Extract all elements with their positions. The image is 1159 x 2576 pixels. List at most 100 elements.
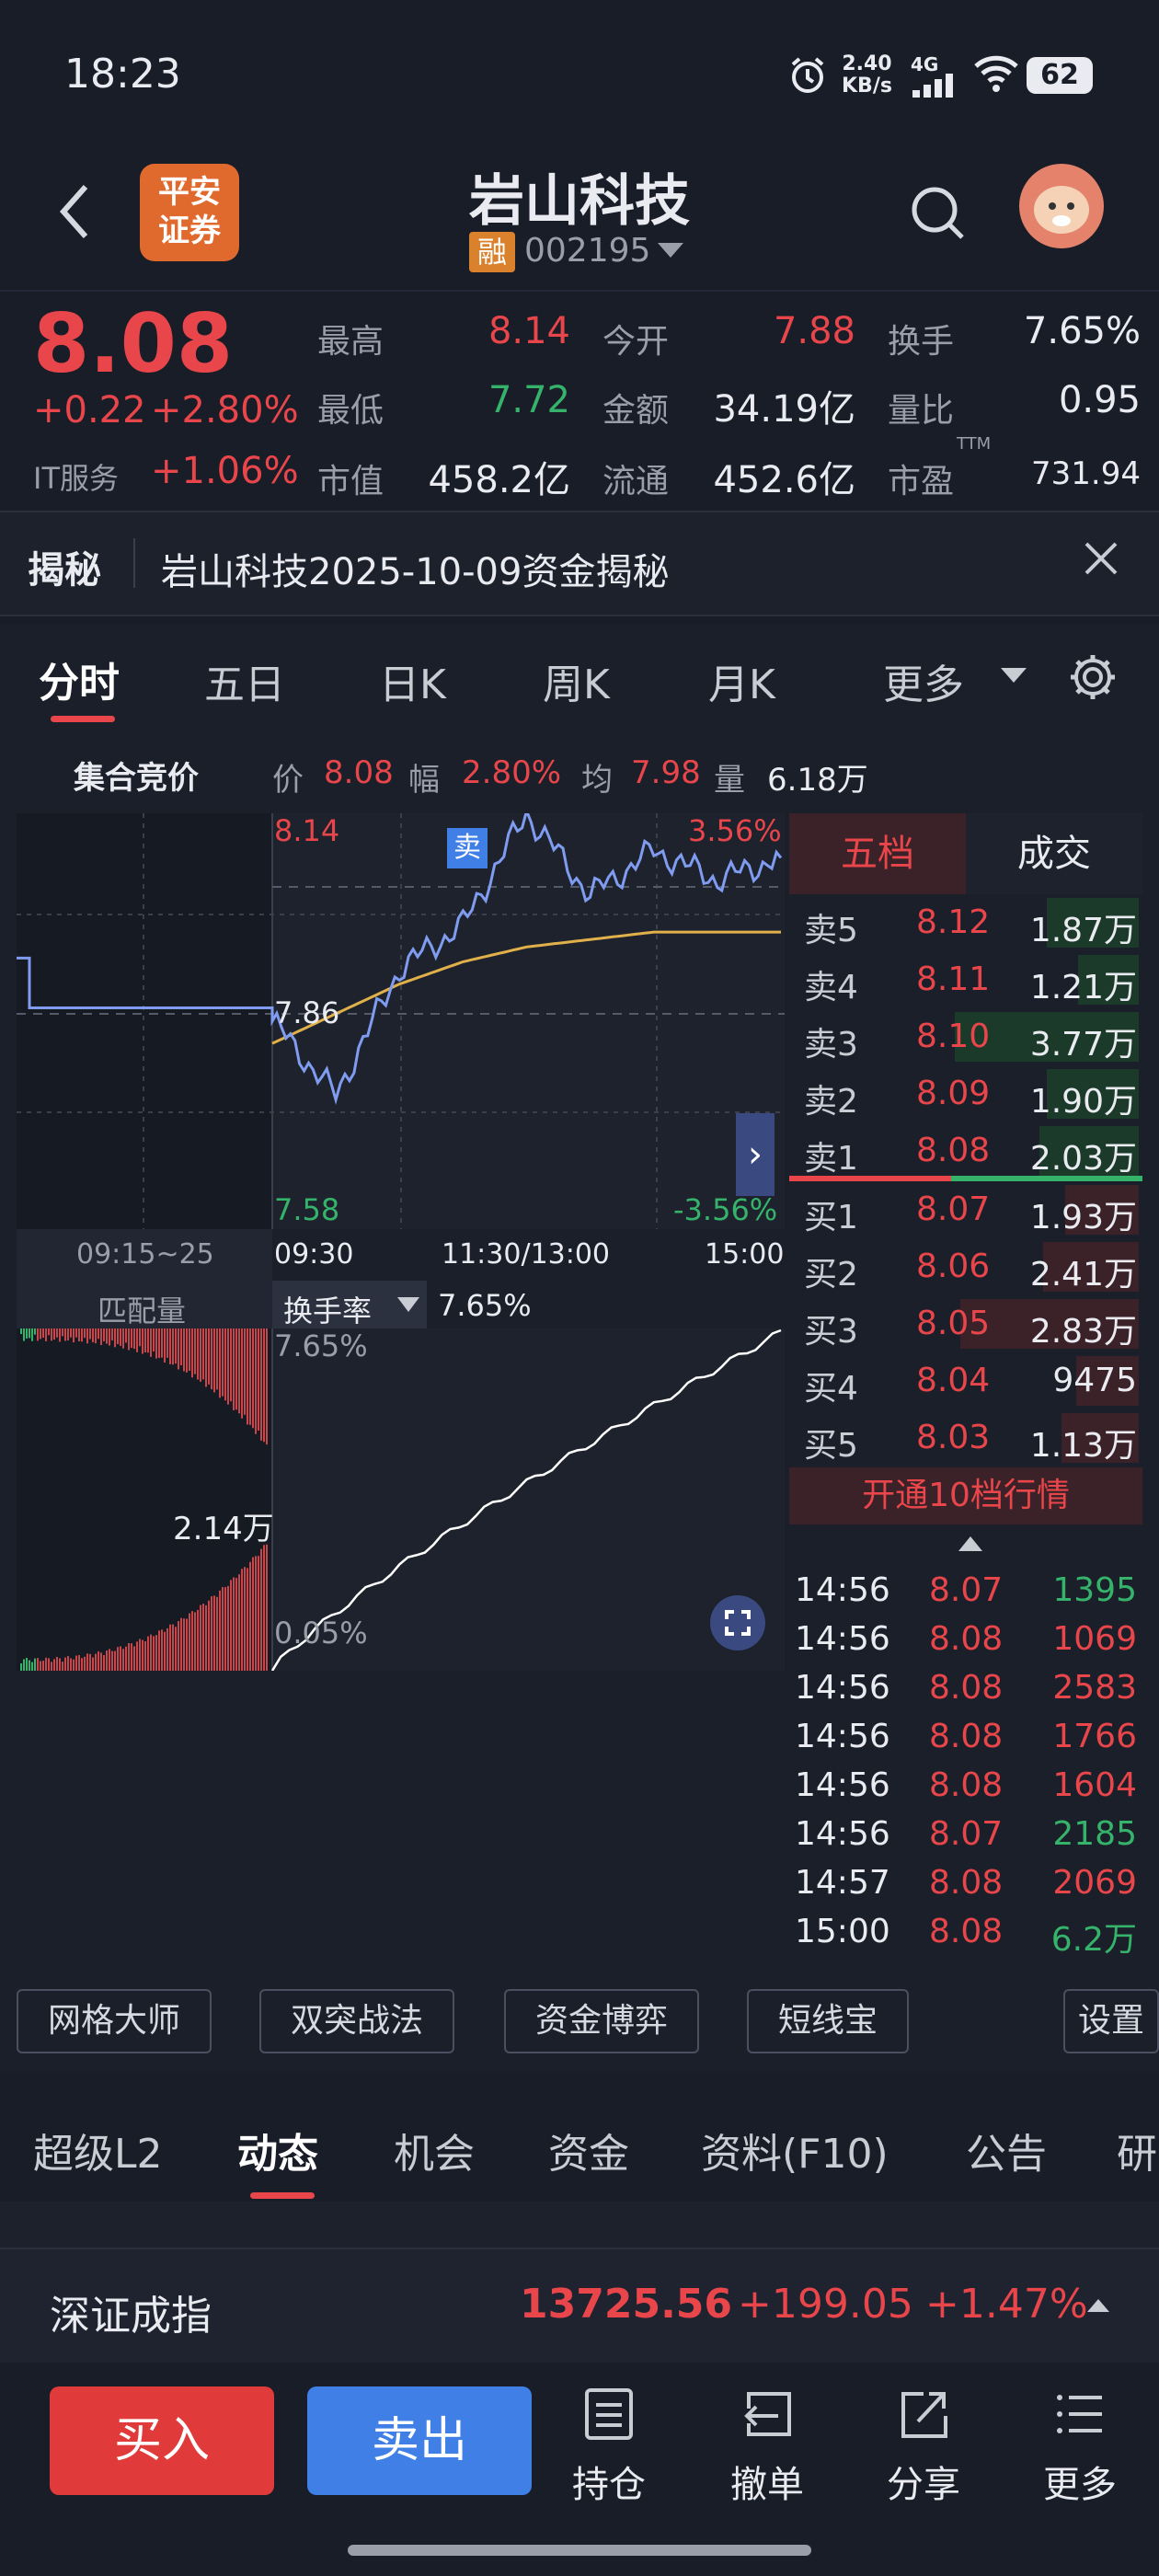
match-volume-bar — [73, 1328, 75, 1343]
tick-volume: 6.2万 — [1050, 1921, 1137, 1959]
match-volume-bar — [133, 1646, 135, 1671]
close-icon[interactable] — [1081, 538, 1121, 579]
level-volume: 2.41万 — [1029, 1256, 1137, 1294]
match-volume-bar — [53, 1659, 55, 1671]
ask-level[interactable]: 卖4 8.11 1.21万 — [789, 951, 1142, 1008]
tab-f10[interactable]: 资料(F10) — [701, 2131, 889, 2178]
intraday-chart-svg — [17, 806, 785, 1229]
net-speed: 2.40 KB/s — [842, 53, 892, 98]
float-cap-value: 452.6亿 — [713, 459, 855, 501]
gear-icon[interactable] — [1067, 651, 1119, 703]
stock-code[interactable]: 002195 — [524, 232, 651, 270]
level-price: 8.11 — [916, 960, 991, 998]
share-button[interactable]: 分享 — [887, 2386, 960, 2515]
tab-weekly-k[interactable]: 周K — [543, 661, 610, 708]
match-volume-bar — [153, 1636, 155, 1671]
match-volume-header: 匹配量 — [17, 1281, 272, 1328]
home-indicator[interactable] — [348, 2545, 811, 2556]
info-avg-label: 均 — [581, 762, 613, 799]
code-dropdown-icon[interactable] — [658, 243, 683, 258]
amount-value: 34.19亿 — [713, 388, 855, 431]
match-volume-bar — [202, 1604, 204, 1671]
match-volume-bar — [166, 1627, 168, 1671]
sell-marker[interactable]: 卖 — [447, 828, 488, 868]
tab-daily-k[interactable]: 日K — [379, 661, 446, 708]
ask-level[interactable]: 卖2 8.09 1.90万 — [789, 1065, 1142, 1122]
index-ticker[interactable]: 深证成指 13725.56 +199.05 +1.47% — [0, 2248, 1159, 2363]
holdings-button[interactable]: 持仓 — [572, 2386, 646, 2515]
ask-level[interactable]: 卖3 8.10 3.77万 — [789, 1008, 1142, 1065]
volume-depth-bar — [1076, 1356, 1139, 1406]
level-volume: 1.87万 — [1029, 912, 1137, 949]
turnover-chart[interactable]: 7.65% 0.05% 2.14万 — [17, 1328, 785, 1672]
more-button[interactable]: 更多 — [1043, 2386, 1117, 2515]
tab-trades[interactable]: 成交 — [966, 813, 1142, 894]
match-volume-bar — [227, 1585, 229, 1671]
bid-level[interactable]: 买1 8.07 1.93万 — [789, 1181, 1142, 1238]
volume-depth-bar — [1047, 898, 1139, 948]
match-volume-bar — [161, 1629, 163, 1671]
match-volume-bar — [128, 1328, 130, 1351]
reveal-banner[interactable]: 揭秘 岩山科技2025-10-09资金揭秘 — [0, 511, 1159, 616]
turnover-bottom-pct: 0.05% — [274, 1616, 368, 1650]
level-label: 卖2 — [804, 1083, 858, 1121]
info-price: 8.08 — [324, 754, 394, 791]
reveal-text[interactable]: 岩山科技2025-10-09资金揭秘 — [161, 551, 670, 593]
index-expand-icon[interactable] — [1087, 2299, 1109, 2312]
tab-five-day[interactable]: 五日 — [204, 661, 285, 708]
trade-ticks: 14:56 8.07 1395 14:56 8.08 1069 14:56 8.08 2583 1… — [789, 1571, 1142, 1961]
match-volume-bar — [244, 1328, 246, 1415]
tab-funds[interactable]: 资金 — [548, 2131, 629, 2178]
match-volume-bar — [45, 1328, 47, 1341]
buy-button[interactable]: 买入 — [50, 2386, 274, 2495]
match-volume-bar — [103, 1328, 105, 1341]
match-volume-bar — [109, 1649, 110, 1671]
tab-monthly-k[interactable]: 月K — [708, 661, 775, 708]
match-volume-bar — [114, 1650, 116, 1671]
tab-super-l2[interactable]: 超级L2 — [33, 2131, 163, 2178]
cancel-order-button[interactable]: 撤单 — [730, 2386, 804, 2515]
match-volume-bar — [222, 1328, 224, 1397]
tool-short-term[interactable]: 短线宝 — [747, 1989, 909, 2053]
tick-volume: 2185 — [1052, 1815, 1137, 1853]
tick-volume: 1766 — [1052, 1718, 1137, 1755]
level-volume: 1.13万 — [1029, 1427, 1137, 1465]
tab-intraday[interactable]: 分时 — [39, 660, 120, 707]
search-icon[interactable] — [911, 186, 966, 241]
level-volume: 1.90万 — [1029, 1083, 1137, 1121]
back-icon[interactable] — [51, 179, 97, 244]
sector-name[interactable]: IT服务 — [33, 461, 119, 496]
reveal-divider — [133, 538, 135, 588]
tool-settings[interactable]: 设置 — [1063, 1989, 1159, 2053]
tab-research[interactable]: 研 — [1117, 2131, 1157, 2178]
tab-more[interactable]: 更多 — [883, 661, 964, 708]
more-dropdown-icon[interactable] — [1001, 668, 1027, 683]
bid-level[interactable]: 买2 8.06 2.41万 — [789, 1238, 1142, 1295]
indicator-selector[interactable]: 换手率 — [272, 1281, 427, 1328]
sell-button[interactable]: 卖出 — [307, 2386, 532, 2495]
bid-level[interactable]: 买3 8.05 2.83万 — [789, 1295, 1142, 1352]
tool-double-breakout[interactable]: 双突战法 — [259, 1989, 454, 2053]
tool-grid-master[interactable]: 网格大师 — [17, 1989, 212, 2053]
tab-five-level[interactable]: 五档 — [789, 813, 966, 894]
upgrade-l2-button[interactable]: 开通10档行情 — [789, 1467, 1142, 1524]
match-volume-bar — [241, 1569, 243, 1671]
tab-opportunity[interactable]: 机会 — [394, 2131, 475, 2178]
bid-level[interactable]: 买4 8.04 9475 — [789, 1352, 1142, 1409]
collapse-arrow-icon[interactable] — [958, 1536, 982, 1551]
tab-announcements[interactable]: 公告 — [966, 2131, 1047, 2178]
tab-news[interactable]: 动态 — [237, 2131, 318, 2178]
avatar[interactable] — [1019, 164, 1104, 248]
match-volume-bar — [34, 1328, 36, 1335]
bid-level[interactable]: 买5 8.03 1.13万 — [789, 1409, 1142, 1466]
ask-level[interactable]: 卖5 8.12 1.87万 — [789, 894, 1142, 951]
fullscreen-icon[interactable] — [710, 1595, 765, 1650]
ask-level[interactable]: 卖1 8.08 2.03万 — [789, 1122, 1142, 1179]
expand-orderbook-icon[interactable]: › — [736, 1113, 775, 1196]
level-price: 8.05 — [916, 1305, 991, 1342]
tool-fund-game[interactable]: 资金博弈 — [504, 1989, 699, 2053]
match-volume-bar — [31, 1328, 33, 1341]
level-volume: 1.21万 — [1029, 969, 1137, 1006]
match-volume-bar — [147, 1636, 149, 1671]
intraday-chart[interactable]: 8.14 3.56% 7.86 7.58 -3.56% 卖 › — [17, 806, 785, 1229]
